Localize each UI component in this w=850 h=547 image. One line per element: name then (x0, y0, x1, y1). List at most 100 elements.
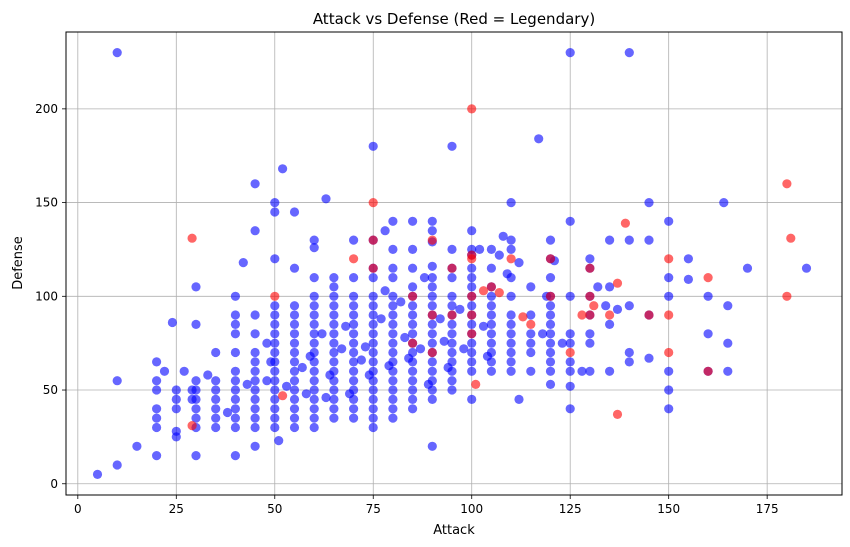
normal-point (329, 376, 339, 386)
normal-point (191, 376, 201, 386)
normal-point (419, 273, 430, 283)
normal-point (565, 366, 575, 376)
normal-point (360, 342, 370, 352)
x-axis-label: Attack (433, 523, 475, 538)
normal-point (329, 273, 339, 283)
normal-point (612, 304, 623, 314)
normal-point (388, 394, 398, 404)
normal-point (408, 319, 418, 329)
normal-point (211, 347, 221, 358)
normal-point (368, 319, 378, 329)
normal-point (486, 301, 496, 311)
normal-point (368, 347, 378, 358)
normal-point (742, 263, 753, 273)
normal-point (526, 282, 536, 292)
normal-point (250, 329, 260, 339)
normal-point (112, 460, 122, 470)
normal-point (289, 413, 300, 423)
normal-point (171, 394, 181, 404)
normal-point (719, 198, 729, 208)
normal-point (349, 301, 359, 311)
normal-point (289, 207, 300, 217)
normal-point (408, 357, 418, 367)
normal-point (545, 301, 556, 311)
normal-point (329, 310, 339, 320)
normal-point (565, 357, 575, 367)
normal-point (211, 422, 221, 433)
normal-point (309, 376, 319, 386)
normal-point (427, 385, 437, 395)
normal-point (250, 385, 260, 395)
normal-point (644, 198, 654, 208)
normal-point (270, 198, 280, 208)
normal-point (368, 329, 378, 339)
normal-point (152, 404, 162, 414)
normal-point (309, 385, 319, 395)
normal-point (408, 216, 418, 226)
normal-point (506, 273, 516, 283)
normal-point (309, 394, 319, 404)
normal-point (179, 366, 189, 376)
normal-point (349, 235, 359, 245)
normal-point (250, 357, 260, 367)
normal-point (368, 291, 378, 301)
legendary-point (467, 104, 477, 114)
legendary-point (620, 218, 631, 228)
normal-point (447, 366, 457, 376)
normal-point (601, 301, 611, 311)
normal-point (368, 141, 378, 151)
normal-point (427, 329, 437, 339)
normal-point (447, 385, 457, 395)
x-tick-label: 50 (267, 502, 282, 516)
normal-point (408, 347, 418, 358)
normal-point (415, 344, 426, 354)
normal-point (526, 310, 536, 320)
normal-point (585, 254, 595, 264)
normal-point (585, 366, 595, 376)
normal-point (159, 366, 170, 376)
x-tick-label: 25 (169, 502, 184, 516)
normal-point (250, 310, 260, 320)
legendary-point (486, 282, 496, 292)
normal-point (427, 441, 437, 451)
normal-point (349, 394, 359, 404)
normal-point (211, 413, 221, 423)
normal-point (289, 366, 300, 376)
normal-point (447, 273, 457, 283)
legendary-point (187, 233, 197, 243)
normal-point (349, 329, 359, 339)
legendary-point (585, 310, 595, 320)
legendary-point (664, 310, 674, 320)
normal-point (486, 329, 496, 339)
plot-frame (65, 31, 843, 496)
legendary-point (368, 235, 378, 245)
normal-point (171, 432, 181, 442)
normal-point (447, 329, 457, 339)
normal-point (309, 273, 319, 283)
y-tick-label: 200 (35, 102, 58, 116)
legendary-point (408, 291, 418, 301)
normal-point (230, 422, 240, 433)
normal-point (270, 310, 280, 320)
normal-point (585, 338, 595, 348)
normal-point (191, 451, 201, 461)
normal-point (282, 381, 292, 391)
normal-point (329, 319, 339, 329)
normal-point (506, 338, 516, 348)
normal-point (309, 347, 319, 358)
normal-point (270, 404, 280, 414)
normal-point (349, 319, 359, 329)
legendary-point (270, 291, 280, 301)
legendary-point (427, 235, 437, 245)
x-tick-label: 0 (74, 502, 82, 516)
normal-point (408, 394, 418, 404)
normal-point (171, 385, 181, 395)
normal-point (427, 226, 437, 236)
normal-point (230, 319, 240, 329)
legendary-point (427, 347, 437, 358)
normal-point (396, 297, 406, 307)
normal-point (467, 357, 477, 367)
normal-point (388, 338, 398, 348)
normal-point (467, 226, 477, 236)
normal-point (526, 366, 536, 376)
